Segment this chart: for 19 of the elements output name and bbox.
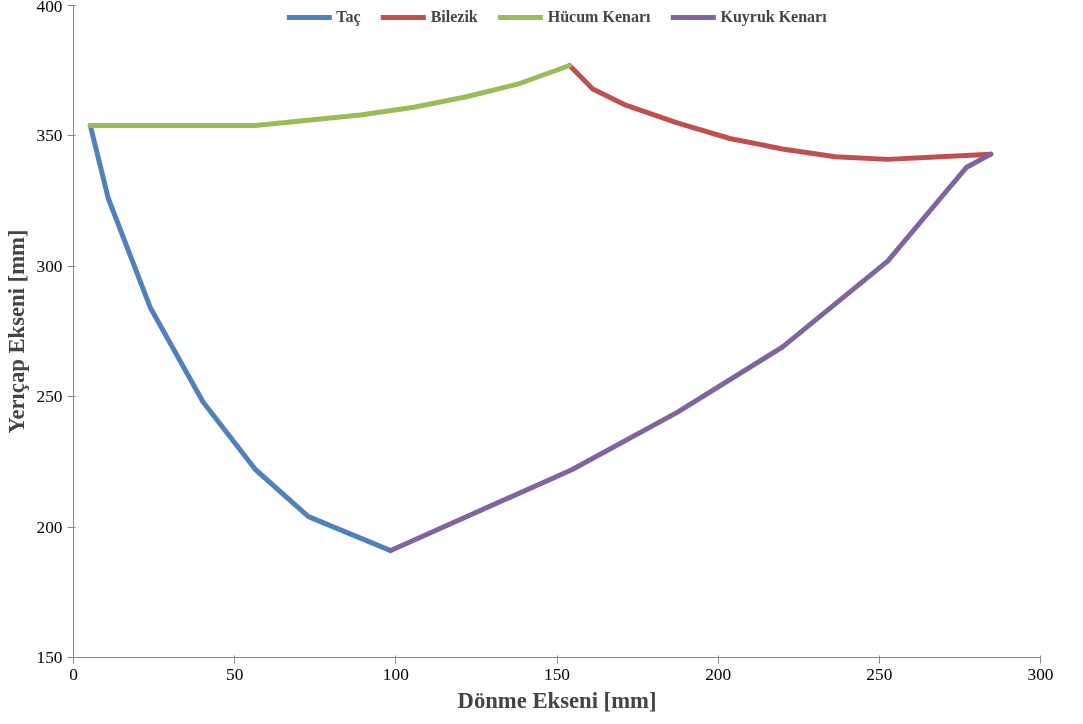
- legend-label: Bilezik: [430, 8, 478, 26]
- y-tick-label: 250: [36, 387, 63, 407]
- y-tick-label: 400: [36, 0, 63, 16]
- y-tick-label: 350: [36, 126, 63, 146]
- legend-label: Taç: [336, 8, 361, 26]
- y-axis-title: Yerıçap Ekseni [mm]: [3, 229, 29, 434]
- x-tick-label: 50: [226, 664, 244, 684]
- x-tick-label: 300: [1027, 664, 1054, 684]
- x-tick-label: 250: [866, 664, 893, 684]
- y-tick-label: 300: [36, 256, 63, 276]
- legend-label: Kuyruk Kenarı: [720, 8, 827, 26]
- x-tick-label: 150: [544, 664, 570, 684]
- x-tick-label: 100: [382, 664, 409, 684]
- x-tick-label: 200: [705, 664, 732, 684]
- y-tick-label: 150: [36, 648, 63, 667]
- x-axis-title: Dönme Ekseni [mm]: [457, 687, 657, 713]
- x-tick-label: 0: [69, 664, 78, 684]
- legend-label: Hücum Kenarı: [547, 8, 651, 26]
- y-tick-label: 200: [36, 517, 63, 537]
